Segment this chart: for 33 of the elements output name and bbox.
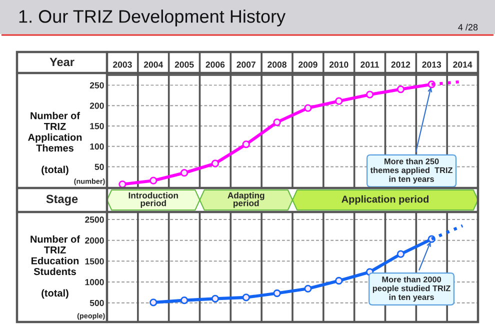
y-tick-label: 500 bbox=[90, 300, 104, 306]
y-tick-label: 2000 bbox=[85, 237, 104, 244]
x-tick-label: 2004 bbox=[144, 62, 164, 68]
x-tick-label: 2003 bbox=[113, 62, 132, 68]
x-tick-label: 2007 bbox=[236, 62, 256, 68]
y-tick-label: 100 bbox=[90, 143, 104, 150]
y-tick-label: 250 bbox=[90, 82, 104, 88]
text: Stage bbox=[46, 194, 78, 206]
x-tick-label: 2011 bbox=[360, 62, 380, 68]
y-tick-label: 2500 bbox=[85, 216, 104, 223]
x-tick-label: 2013 bbox=[422, 62, 442, 68]
chart-title: 1. Our TRIZ Development History bbox=[19, 10, 286, 26]
band-label: Adapting period bbox=[228, 192, 264, 208]
y-tick-label: 50 bbox=[94, 164, 104, 170]
x-tick-label: 2014 bbox=[453, 62, 472, 68]
chart-subtitle: 4 /28 bbox=[458, 24, 478, 30]
x-tick-label: 2012 bbox=[391, 62, 410, 68]
x-tick-label: 2006 bbox=[206, 62, 225, 68]
x-tick-label: 2008 bbox=[268, 62, 287, 68]
x-tick-label: 2009 bbox=[298, 62, 318, 68]
y-tick-label: 200 bbox=[90, 102, 104, 109]
y-tick-label: 1500 bbox=[85, 258, 104, 264]
y-tick-label: 1000 bbox=[85, 279, 104, 286]
band-label: Introduction period bbox=[128, 192, 178, 208]
band-label: Application period bbox=[342, 195, 428, 205]
x-tick-label: 2005 bbox=[174, 62, 194, 68]
x-tick-label: 2010 bbox=[329, 62, 348, 68]
annotation: More than 250 themes applied TRIZ in ten years bbox=[370, 158, 452, 184]
text: Number of TRIZ Application Themes (total) bbox=[28, 112, 82, 176]
text: Number of TRIZ Education Students (total) bbox=[30, 235, 80, 299]
x-axis-title: Year bbox=[50, 58, 74, 66]
annotation: More than 2000 people studied TRIZ in ten years bbox=[372, 276, 450, 302]
y-tick-label: 150 bbox=[90, 123, 104, 130]
